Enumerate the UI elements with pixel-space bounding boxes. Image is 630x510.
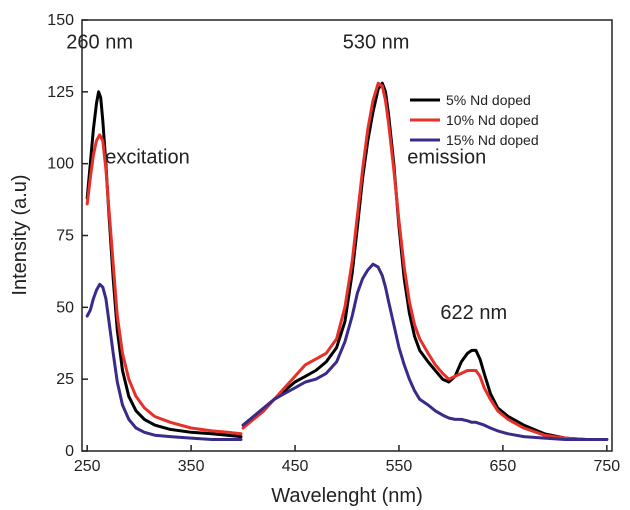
series-line-5-nd-doped-1: [85, 90, 243, 439]
series-layer: [85, 81, 609, 441]
annotations-layer: 260 nm excitation 530 nm emission 622 nm: [66, 32, 507, 324]
annotation-622-nm: 622 nm: [440, 302, 507, 324]
legend-label-10-nd-doped: 10% Nd doped: [446, 112, 539, 128]
annotation-260-nm: 260 nm: [66, 32, 133, 54]
y-tick-label: 125: [47, 84, 74, 101]
y-tick-label: 75: [56, 228, 74, 245]
series-line-15-nd-doped-2: [241, 262, 609, 441]
y-axis-title: Intensity (a.u): [9, 174, 31, 295]
ticks-layer: 250 350 450 550 650 750 0 25 50 75 100 125 150: [47, 12, 620, 475]
series-line-15-nd-doped-1: [85, 282, 243, 441]
series-10-nd-doped: [85, 81, 609, 441]
series-line-10-nd-doped-1: [85, 133, 243, 436]
y-tick-label: 25: [56, 371, 74, 388]
x-tick-label: 750: [593, 458, 620, 475]
x-tick-label: 650: [490, 458, 517, 475]
annotation-530-nm: 530 nm: [343, 32, 410, 54]
x-tick-label: 250: [74, 458, 101, 475]
x-tick-label: 450: [282, 458, 309, 475]
series-15-nd-doped: [85, 262, 609, 441]
y-tick-label: 150: [47, 12, 74, 29]
legend: 5% Nd doped 10% Nd doped 15% Nd doped: [410, 92, 539, 148]
series-5-nd-doped: [85, 81, 609, 441]
series-line-5-nd-doped-2: [241, 81, 609, 441]
plot-frame: [81, 19, 613, 452]
annotation-excitation: excitation: [105, 147, 190, 169]
y-tick-label: 100: [47, 156, 74, 173]
legend-label-5-nd-doped: 5% Nd doped: [446, 92, 531, 108]
x-axis-title: Wavelenght (nm): [271, 485, 423, 507]
y-tick-label: 50: [56, 299, 74, 316]
y-tick-label: 0: [65, 443, 74, 460]
x-tick-label: 550: [386, 458, 413, 475]
x-tick-label: 350: [178, 458, 205, 475]
series-line-10-nd-doped-2: [241, 81, 609, 441]
annotation-emission: emission: [407, 147, 486, 169]
legend-label-15-nd-doped: 15% Nd doped: [446, 132, 539, 148]
